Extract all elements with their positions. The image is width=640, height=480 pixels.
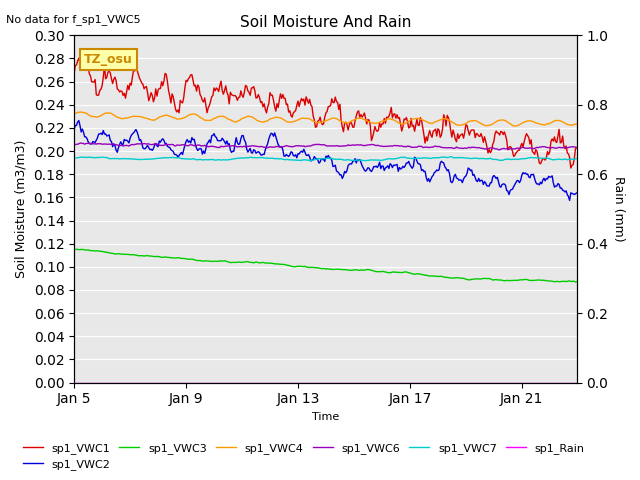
sp1_VWC3 [363, 266, 371, 272]
sp1_VWC6 [420, 144, 428, 150]
sp1_VWC4 [420, 118, 428, 123]
X-axis label: Time: Time [312, 412, 339, 422]
sp1_VWC3 [532, 277, 540, 283]
sp1_VWC1 [532, 147, 540, 153]
sp1_VWC3 [420, 272, 428, 278]
sp1_VWC6 [533, 144, 541, 150]
sp1_VWC1 [469, 127, 477, 132]
sp1_VWC7 [573, 156, 580, 161]
sp1_VWC7 [420, 155, 428, 161]
Line: sp1_VWC1: sp1_VWC1 [74, 58, 577, 168]
sp1_VWC3 [70, 247, 78, 252]
sp1_VWC4 [573, 121, 580, 127]
sp1_VWC6 [458, 145, 466, 151]
sp1_VWC2 [458, 180, 466, 185]
sp1_VWC7 [70, 155, 78, 161]
sp1_VWC3 [72, 246, 79, 252]
sp1_Rain [458, 380, 465, 385]
sp1_VWC2 [70, 127, 78, 132]
sp1_VWC6 [110, 142, 118, 147]
sp1_Rain [531, 380, 538, 385]
sp1_VWC3 [110, 251, 118, 256]
Y-axis label: Rain (mm): Rain (mm) [612, 176, 625, 242]
sp1_VWC7 [533, 155, 541, 161]
sp1_VWC7 [470, 156, 478, 161]
Legend: sp1_VWC1, sp1_VWC2, sp1_VWC3, sp1_VWC4, sp1_VWC6, sp1_VWC7, sp1_Rain: sp1_VWC1, sp1_VWC2, sp1_VWC3, sp1_VWC4, … [19, 438, 589, 474]
sp1_VWC2 [110, 141, 118, 147]
sp1_VWC4 [533, 120, 541, 126]
sp1_VWC1 [458, 131, 466, 137]
sp1_VWC7 [460, 155, 467, 161]
sp1_VWC3 [469, 276, 477, 282]
sp1_VWC3 [458, 275, 466, 281]
sp1_Rain [362, 380, 369, 385]
Text: No data for f_sp1_VWC5: No data for f_sp1_VWC5 [6, 14, 141, 25]
sp1_VWC3 [572, 279, 579, 285]
sp1_VWC6 [495, 147, 502, 153]
Title: Soil Moisture And Rain: Soil Moisture And Rain [240, 15, 411, 30]
Y-axis label: Soil Moisture (m3/m3): Soil Moisture (m3/m3) [15, 140, 28, 278]
sp1_VWC4 [469, 118, 477, 124]
sp1_VWC4 [363, 118, 371, 123]
sp1_VWC1 [567, 165, 575, 171]
sp1_VWC7 [109, 156, 116, 161]
sp1_VWC2 [363, 167, 371, 173]
sp1_Rain [573, 380, 580, 385]
sp1_VWC1 [75, 55, 83, 61]
Line: sp1_VWC6: sp1_VWC6 [74, 143, 577, 150]
sp1_VWC4 [77, 109, 85, 115]
Line: sp1_VWC4: sp1_VWC4 [74, 112, 577, 126]
sp1_VWC6 [573, 144, 580, 150]
sp1_VWC3 [573, 279, 580, 285]
sp1_VWC1 [573, 145, 580, 151]
sp1_VWC7 [363, 157, 371, 163]
Line: sp1_VWC3: sp1_VWC3 [74, 249, 577, 282]
sp1_VWC1 [70, 71, 78, 76]
sp1_VWC2 [573, 190, 580, 196]
sp1_VWC6 [70, 141, 78, 147]
sp1_VWC1 [363, 121, 371, 127]
sp1_VWC2 [420, 168, 428, 174]
sp1_VWC2 [469, 172, 477, 178]
sp1_VWC4 [70, 111, 78, 117]
sp1_Rain [419, 380, 427, 385]
sp1_VWC2 [566, 198, 573, 204]
sp1_Rain [468, 380, 476, 385]
sp1_VWC7 [447, 154, 454, 159]
sp1_Rain [109, 380, 116, 385]
sp1_VWC6 [363, 142, 371, 148]
sp1_VWC6 [469, 144, 477, 150]
sp1_VWC2 [532, 180, 540, 185]
sp1_VWC1 [110, 76, 118, 82]
Line: sp1_VWC7: sp1_VWC7 [74, 156, 577, 161]
sp1_VWC4 [458, 122, 466, 128]
sp1_VWC6 [77, 140, 85, 146]
sp1_VWC4 [511, 123, 518, 129]
sp1_VWC4 [110, 112, 118, 118]
sp1_Rain [70, 380, 78, 385]
Text: TZ_osu: TZ_osu [84, 53, 133, 66]
Line: sp1_VWC2: sp1_VWC2 [74, 120, 577, 201]
sp1_VWC2 [75, 118, 83, 123]
sp1_VWC1 [420, 132, 428, 137]
sp1_VWC7 [362, 158, 369, 164]
